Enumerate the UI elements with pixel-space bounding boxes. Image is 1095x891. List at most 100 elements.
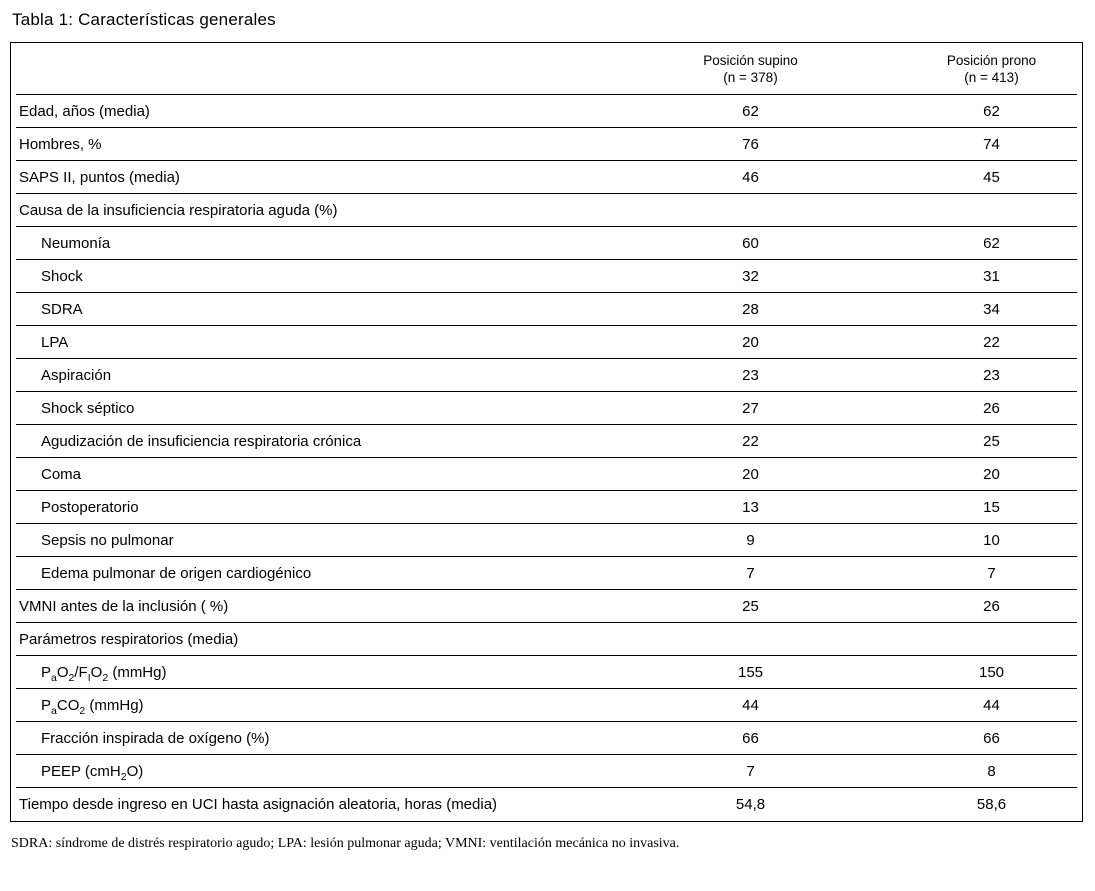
row-label: Fracción inspirada de oxígeno (%) xyxy=(41,729,270,747)
table-row: Agudización de insuficiencia respiratori… xyxy=(16,425,1077,458)
table-row: Edad, años (media) 62 62 xyxy=(16,95,1077,128)
label-part: O xyxy=(90,663,103,681)
label-subscript: 2 xyxy=(79,704,86,714)
abbreviations-footnote: SDRA: síndrome de distrés respiratorio a… xyxy=(11,836,680,851)
table-row: Sepsis no pulmonar 9 10 xyxy=(16,524,1077,557)
column-title: Posición prono xyxy=(946,52,1037,68)
value-prono: 20 xyxy=(983,465,1000,483)
characteristics-table: Posición supino (n = 378) Posición prono… xyxy=(10,42,1083,822)
value-prono: 34 xyxy=(983,300,1000,318)
table-row: VMNI antes de la inclusión ( %) 25 26 xyxy=(16,590,1077,623)
row-label: Sepsis no pulmonar xyxy=(41,531,174,549)
value-supino: 76 xyxy=(742,135,759,153)
column-n: (n = 413) xyxy=(964,69,1019,85)
label-part: /F xyxy=(74,663,88,681)
table-row: Edema pulmonar de origen cardiogénico 7 … xyxy=(16,557,1077,590)
value-supino: 44 xyxy=(742,696,759,714)
row-label: Tiempo desde ingreso en UCI hasta asigna… xyxy=(19,796,498,813)
label-subscript: 2 xyxy=(68,671,75,681)
table-title: Tabla 1: Características generales xyxy=(12,10,276,29)
row-label: Edema pulmonar de origen cardiogénico xyxy=(41,564,312,582)
value-supino: 20 xyxy=(742,333,759,351)
label-part: P xyxy=(41,696,52,714)
row-label: PaO2/FIO2 (mmHg) xyxy=(16,664,595,681)
table-row: Shock séptico 27 26 xyxy=(16,392,1077,425)
value-supino: 23 xyxy=(742,366,759,384)
value-prono: 25 xyxy=(983,432,1000,450)
row-label: Edad, años (media) xyxy=(19,102,150,120)
row-label: Parámetros respiratorios (media) xyxy=(19,630,239,648)
row-label: LPA xyxy=(41,333,69,351)
table-row: SAPS II, puntos (media) 46 45 xyxy=(16,161,1077,194)
value-prono: 31 xyxy=(983,267,1000,285)
value-prono: 26 xyxy=(983,399,1000,417)
row-label: Hombres, % xyxy=(19,135,102,153)
table-row: PEEP (cmH2O) 7 8 xyxy=(16,755,1077,788)
value-prono: 22 xyxy=(983,333,1000,351)
label-part: P xyxy=(41,663,52,681)
row-label: PaCO2 (mmHg) xyxy=(16,697,595,714)
column-header-prono: Posición prono (n = 413) xyxy=(906,52,1077,86)
value-supino: 27 xyxy=(742,399,759,417)
label-part: PEEP (cmH xyxy=(41,762,121,780)
table-row: Tiempo desde ingreso en UCI hasta asigna… xyxy=(16,788,1077,821)
row-label: Shock xyxy=(41,267,83,285)
value-prono: 62 xyxy=(983,102,1000,120)
label-subscript: I xyxy=(87,671,91,681)
column-header-supino: Posición supino (n = 378) xyxy=(595,52,906,86)
label-part: O) xyxy=(126,762,144,780)
value-supino: 7 xyxy=(746,564,755,582)
label-subscript: a xyxy=(51,704,57,714)
label-part: CO xyxy=(56,696,80,714)
label-part: (mmHg) xyxy=(85,696,144,714)
value-supino: 28 xyxy=(742,300,759,318)
value-prono: 62 xyxy=(983,234,1000,252)
value-supino: 54,8 xyxy=(735,796,766,813)
value-supino: 66 xyxy=(742,729,759,747)
value-prono: 23 xyxy=(983,366,1000,384)
label-part: (mmHg) xyxy=(108,663,167,681)
table-section-row: Parámetros respiratorios (media) xyxy=(16,623,1077,656)
table-row: Aspiración 23 23 xyxy=(16,359,1077,392)
row-label: Shock séptico xyxy=(41,399,135,417)
label-subscript: 2 xyxy=(102,671,109,681)
value-prono: 44 xyxy=(983,696,1000,714)
value-prono: 74 xyxy=(983,135,1000,153)
value-prono: 7 xyxy=(987,564,996,582)
value-supino: 32 xyxy=(742,267,759,285)
table-row: Postoperatorio 13 15 xyxy=(16,491,1077,524)
value-supino: 9 xyxy=(746,531,755,549)
value-prono: 8 xyxy=(987,762,996,780)
label-subscript: a xyxy=(51,671,57,681)
column-n: (n = 378) xyxy=(723,69,778,85)
value-prono: 15 xyxy=(983,498,1000,516)
value-prono: 26 xyxy=(983,597,1000,615)
value-supino: 60 xyxy=(742,234,759,252)
label-part: O xyxy=(56,663,69,681)
row-label: Postoperatorio xyxy=(41,498,139,516)
table-row: SDRA 28 34 xyxy=(16,293,1077,326)
value-supino: 13 xyxy=(742,498,759,516)
value-prono: 58,6 xyxy=(976,796,1007,813)
row-label: PEEP (cmH2O) xyxy=(16,763,595,780)
value-prono: 45 xyxy=(983,168,1000,186)
table-row: PaO2/FIO2 (mmHg) 155 150 xyxy=(16,656,1077,689)
value-prono: 10 xyxy=(983,531,1000,549)
table-header-row: Posición supino (n = 378) Posición prono… xyxy=(16,43,1077,95)
table-row: Shock 32 31 xyxy=(16,260,1077,293)
table-row: Coma 20 20 xyxy=(16,458,1077,491)
table-row: PaCO2 (mmHg) 44 44 xyxy=(16,689,1077,722)
table-row: Neumonía 60 62 xyxy=(16,227,1077,260)
row-label: Coma xyxy=(41,465,82,483)
value-supino: 62 xyxy=(742,102,759,120)
value-supino: 25 xyxy=(742,597,759,615)
table-section-row: Causa de la insuficiencia respiratoria a… xyxy=(16,194,1077,227)
row-label: Agudización de insuficiencia respiratori… xyxy=(41,432,362,450)
row-label: SAPS II, puntos (media) xyxy=(19,168,180,186)
value-prono: 150 xyxy=(978,663,1005,681)
row-label: Aspiración xyxy=(41,366,112,384)
row-label: Neumonía xyxy=(41,234,111,252)
value-supino: 46 xyxy=(742,168,759,186)
table-row: Hombres, % 76 74 xyxy=(16,128,1077,161)
